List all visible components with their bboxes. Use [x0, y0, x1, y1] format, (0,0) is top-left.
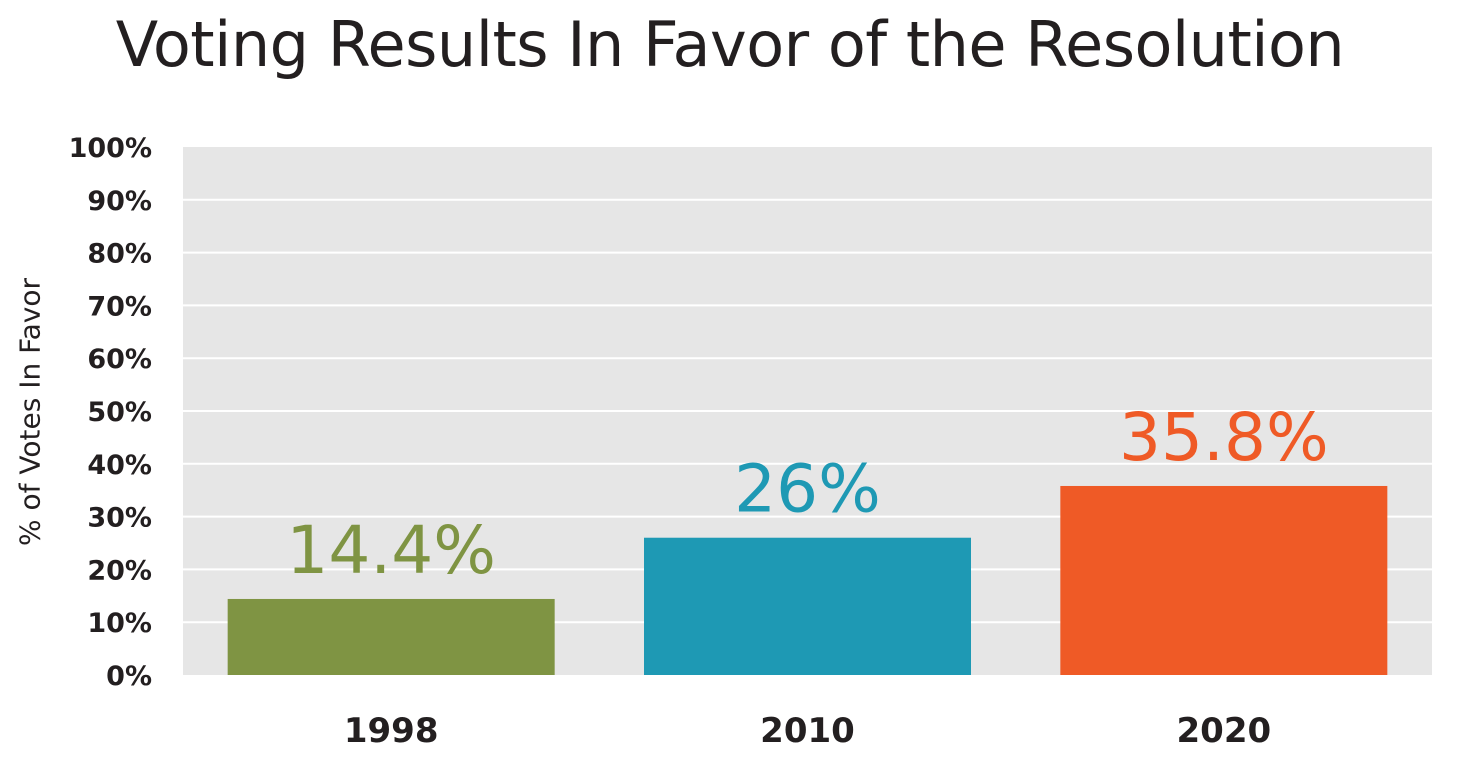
- y-tick-label: 20%: [87, 555, 152, 586]
- bar-2010: [644, 537, 971, 675]
- data-label-2010: 26%: [734, 451, 881, 528]
- chart-title: Voting Results In Favor of the Resolutio…: [115, 8, 1345, 81]
- y-axis-label: % of Votes In Favor: [13, 277, 47, 547]
- y-tick-label: 80%: [87, 239, 152, 270]
- bars: [227, 485, 1388, 675]
- y-tick-label: 70%: [87, 291, 152, 322]
- y-tick-label: 0%: [106, 661, 152, 692]
- y-tick-label: 60%: [87, 344, 152, 375]
- gridlines: [183, 198, 1432, 624]
- y-tick-label: 100%: [69, 133, 152, 164]
- y-tick-label: 90%: [87, 186, 152, 217]
- y-tick-label: 10%: [87, 608, 152, 639]
- x-tick-label-2010: 2010: [760, 711, 855, 751]
- data-label-2020: 35.8%: [1119, 399, 1329, 476]
- x-axis-ticks: 1998 2010 2020: [344, 711, 1271, 751]
- bar-1998: [227, 598, 555, 675]
- y-tick-label: 40%: [87, 450, 152, 481]
- x-tick-label-2020: 2020: [1177, 711, 1272, 751]
- data-label-1998: 14.4%: [286, 512, 496, 589]
- data-labels: 14.4% 26% 35.8%: [286, 399, 1328, 589]
- x-tick-label-1998: 1998: [344, 711, 439, 751]
- y-axis-ticks: 0% 10% 20% 30% 40% 50% 60% 70% 80% 90% 100%: [69, 133, 152, 692]
- y-tick-label: 50%: [87, 397, 152, 428]
- bar-2020: [1060, 485, 1388, 675]
- y-tick-label: 30%: [87, 503, 152, 534]
